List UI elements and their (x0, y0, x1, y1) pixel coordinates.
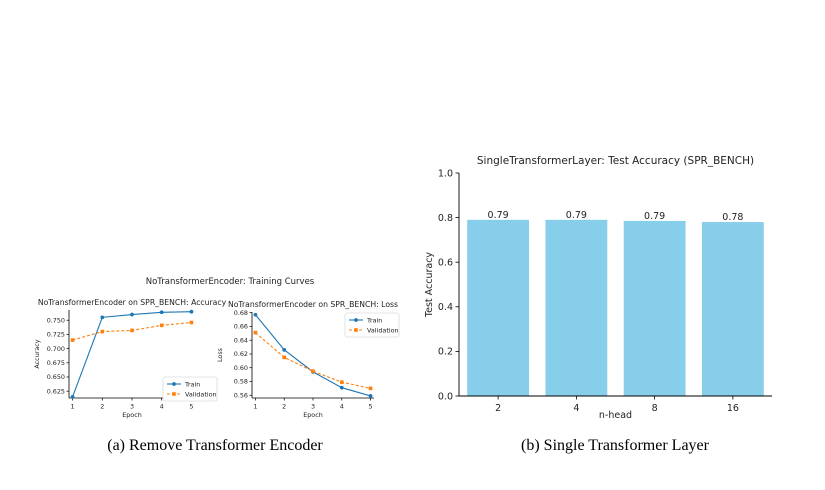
y-tick-label: 0.6 (438, 258, 453, 269)
x-tick-label: 8 (652, 403, 658, 414)
legend: Train Validation (344, 312, 400, 338)
x-tick-label: 1 (253, 402, 257, 410)
legend-label: Train (366, 316, 382, 324)
bar (467, 219, 530, 396)
test-accuracy-bar-chart: SingleTransformerLayer: Test Accuracy (S… (424, 155, 772, 421)
y-tick-label: 0.8 (438, 213, 453, 224)
y-tick-label: 0.675 (47, 359, 65, 367)
data-point (368, 394, 373, 398)
y-axis-label: Test Accuracy (424, 252, 435, 318)
x-tick-label: 4 (340, 402, 344, 410)
x-tick-label: 3 (130, 402, 134, 410)
training-curves-suptitle: NoTransformerEncoder: Training Curves (146, 277, 315, 287)
data-point (130, 312, 134, 317)
bar (545, 219, 608, 396)
x-tick-label: 1 (71, 402, 75, 410)
bar-value-label: 0.79 (488, 210, 509, 221)
x-tick-label: 2 (495, 403, 501, 414)
caption-left: (a) Remove Transformer Encoder (107, 437, 323, 454)
series-line (255, 332, 371, 389)
accuracy-plot: NoTransformerEncoder on SPR_BENCH: Accur… (33, 298, 227, 419)
y-tick-label: 0.58 (234, 378, 248, 386)
data-point (282, 355, 287, 360)
legend-marker (354, 328, 358, 332)
legend: Train Validation (162, 376, 218, 402)
caption-right: (b) Single Transformer Layer (521, 437, 710, 454)
data-point (253, 330, 258, 335)
bar-chart-title: SingleTransformerLayer: Test Accuracy (S… (477, 155, 754, 167)
data-point (100, 329, 105, 334)
y-tick-label: 0.625 (47, 387, 65, 395)
y-tick-label: 0.4 (438, 302, 453, 313)
data-point (189, 320, 194, 325)
data-point (130, 328, 134, 333)
data-point (282, 347, 287, 352)
y-tick-label: 0.750 (47, 316, 65, 324)
y-tick-label: 0.650 (47, 373, 65, 381)
x-tick-label: 16 (727, 403, 739, 414)
data-point (100, 315, 105, 320)
data-point (159, 323, 164, 328)
y-tick-label: 0.56 (234, 391, 248, 399)
x-tick-label: 4 (573, 403, 579, 414)
legend-marker (172, 382, 176, 386)
bar-value-label: 0.79 (566, 210, 587, 221)
data-point (159, 310, 164, 315)
x-axis-label: n-head (599, 410, 632, 421)
data-point (70, 338, 75, 342)
plot-title: NoTransformerEncoder on SPR_BENCH: Accur… (38, 298, 227, 307)
bar-value-label: 0.78 (722, 212, 743, 223)
y-tick-label: 0.725 (47, 331, 65, 339)
y-axis-label: Accuracy (33, 339, 41, 368)
y-tick-label: 0.0 (438, 391, 453, 402)
data-point (311, 369, 315, 373)
y-axis-label: Loss (216, 347, 224, 362)
legend-label: Validation (367, 326, 399, 334)
y-tick-label: 0.60 (234, 364, 248, 372)
legend-marker (172, 392, 176, 396)
x-axis-label: Epoch (303, 411, 323, 419)
y-tick-label: 0.64 (234, 336, 248, 344)
legend-label: Validation (185, 390, 217, 398)
legend-box (344, 312, 400, 338)
x-axis-label: Epoch (122, 411, 142, 419)
y-tick-label: 0.700 (47, 345, 65, 353)
y-tick-label: 1.0 (438, 168, 453, 179)
x-tick-label: 3 (311, 402, 315, 410)
x-tick-label: 5 (189, 402, 193, 410)
x-tick-label: 5 (369, 402, 373, 410)
legend-label: Train (184, 380, 200, 388)
bar (701, 222, 764, 396)
loss-plot: NoTransformerEncoder on SPR_BENCH: Loss 1… (216, 300, 400, 419)
data-point (339, 380, 344, 384)
data-point (339, 385, 344, 390)
legend-box (162, 376, 218, 402)
x-tick-label: 4 (160, 402, 164, 410)
y-tick-label: 0.62 (234, 350, 248, 358)
y-tick-label: 0.68 (234, 309, 248, 317)
data-point (70, 394, 75, 399)
data-point (189, 309, 194, 314)
y-tick-label: 0.66 (234, 323, 248, 331)
data-point (253, 312, 258, 317)
y-tick-label: 0.2 (438, 347, 453, 358)
legend-marker (354, 318, 358, 322)
bar-value-label: 0.79 (644, 211, 665, 222)
bar (623, 220, 686, 396)
data-point (368, 386, 373, 391)
plot-title: NoTransformerEncoder on SPR_BENCH: Loss (228, 300, 398, 309)
x-tick-label: 2 (282, 402, 286, 410)
x-tick-label: 2 (100, 402, 104, 410)
